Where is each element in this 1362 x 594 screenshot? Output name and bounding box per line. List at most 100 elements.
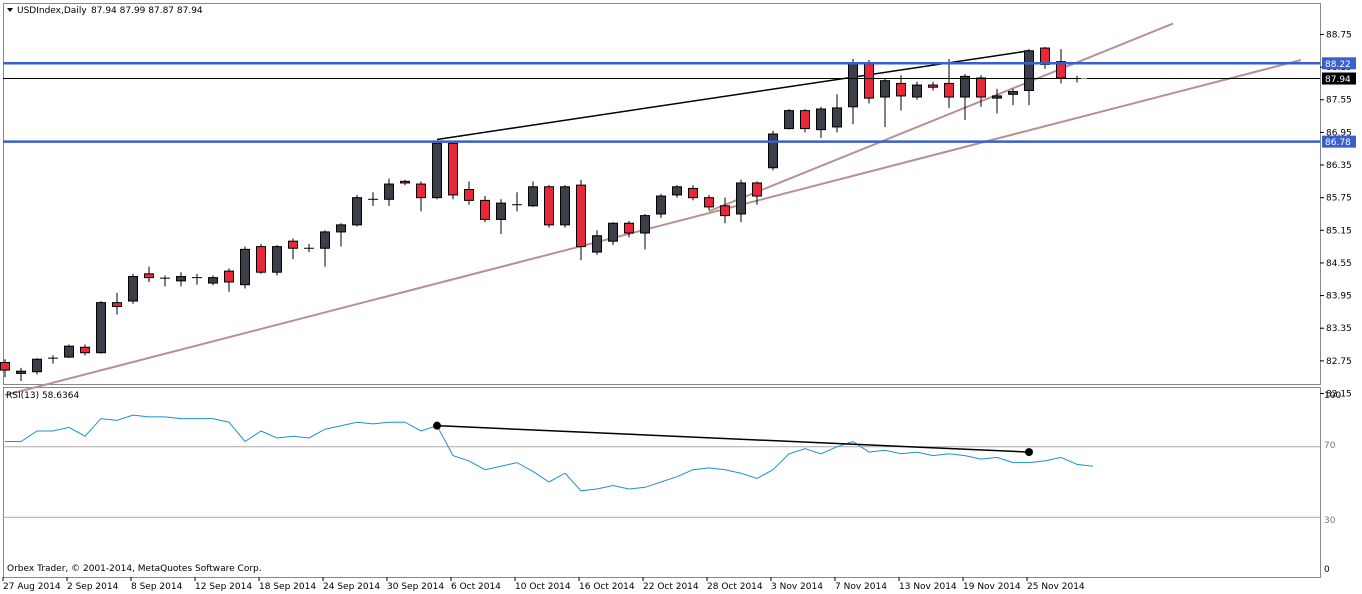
candle: [944, 58, 954, 108]
time-tick-label: 13 Nov 2014: [899, 582, 957, 592]
candle: [960, 74, 970, 120]
candle: [1056, 49, 1066, 84]
candle: [544, 185, 554, 228]
candle: [160, 275, 170, 287]
candle: [432, 141, 442, 200]
candle: [272, 244, 282, 276]
candle: [496, 199, 506, 235]
candle: [736, 179, 746, 223]
candle: [640, 213, 650, 250]
ohlc-label: 87.94 87.99 87.87 87.94: [91, 6, 203, 16]
candle: [48, 355, 58, 364]
candle-body: [400, 180, 410, 184]
copyright-text: Orbex Trader, © 2001-2014, MetaQuotes So…: [7, 564, 262, 574]
candle-body: [768, 133, 778, 169]
candle: [336, 223, 346, 247]
candle-body: [176, 276, 186, 282]
price-tag-text: 88.22: [1325, 60, 1351, 70]
candle-body: [816, 108, 826, 131]
candle: [688, 185, 698, 201]
trendline-3: [708, 22, 1174, 213]
rsi-tick-70: 70: [1324, 441, 1336, 451]
candle: [672, 185, 682, 198]
candle-body: [944, 82, 954, 98]
candle-body: [336, 224, 346, 233]
candle-body: [0, 361, 10, 371]
candle: [928, 81, 938, 91]
price-tag-88.22: 88.22: [1322, 57, 1356, 70]
candle-body: [608, 222, 618, 242]
candle: [464, 181, 474, 205]
candle: [976, 75, 986, 107]
candle: [0, 359, 10, 378]
price-panel-frame: [3, 3, 1321, 385]
candle-body: [576, 184, 586, 248]
candle: [400, 179, 410, 186]
time-tick-label: 2 Sep 2014: [67, 582, 119, 592]
trendlines: [4, 22, 1302, 397]
price-tick-label: 83.35: [1326, 324, 1352, 334]
candle: [240, 246, 250, 289]
candle-body: [1056, 61, 1066, 79]
price-tags: 88.22 86.78 87.94: [1322, 57, 1356, 148]
rsi-tick-0: 0: [1324, 565, 1330, 575]
candle-body: [960, 75, 970, 98]
candle-body: [256, 246, 266, 273]
candle-body: [592, 235, 602, 253]
candle-body: [624, 222, 634, 234]
price-tick-label: 85.75: [1326, 194, 1352, 204]
candle-body: [560, 186, 570, 226]
candle-body: [480, 199, 490, 220]
candle-body: [736, 182, 746, 215]
candle: [1024, 49, 1034, 106]
candle: [96, 301, 106, 354]
candle: [176, 272, 186, 287]
candle: [256, 243, 266, 274]
candle-body: [640, 215, 650, 234]
symbol-label: USDIndex,Daily: [17, 6, 87, 16]
price-tag-text: 87.94: [1325, 75, 1351, 85]
rsi-label: RSI(13) 58.6364: [6, 391, 79, 401]
candle-body: [752, 182, 762, 197]
chart-frames: [3, 3, 1321, 578]
candle-body: [784, 110, 794, 130]
time-tick-label: 3 Nov 2014: [771, 582, 823, 592]
candle-body: [464, 189, 474, 201]
candle-body: [720, 205, 730, 217]
candle: [320, 230, 330, 267]
time-tick-label: 28 Oct 2014: [707, 582, 763, 592]
price-tick-label: 82.15: [1326, 390, 1352, 400]
candle: [144, 266, 154, 282]
candle: [128, 273, 138, 304]
time-axis-ticks: 27 Aug 2014 2 Sep 2014 8 Sep 2014 12 Sep 20…: [2, 577, 1085, 592]
candle: [848, 58, 858, 125]
candle-body: [1008, 91, 1018, 95]
candle: [768, 130, 778, 171]
candle: [576, 179, 586, 261]
price-tick-label: 84.55: [1326, 259, 1352, 269]
candle-body: [80, 346, 90, 354]
time-tick-label: 18 Sep 2014: [259, 582, 316, 592]
candle: [304, 243, 314, 253]
candle: [816, 106, 826, 138]
candle: [992, 88, 1002, 114]
candle: [656, 193, 666, 218]
time-tick-label: 8 Sep 2014: [131, 582, 183, 592]
price-tick-label: 88.75: [1326, 30, 1352, 40]
dropdown-triangle-icon[interactable]: [7, 8, 13, 12]
candle-body: [928, 84, 938, 88]
candle-body: [912, 84, 922, 98]
price-tag-box: [1322, 135, 1356, 148]
candle-body: [32, 358, 42, 373]
candle: [528, 181, 538, 207]
time-tick-label: 30 Sep 2014: [387, 582, 444, 592]
time-tick-label: 25 Nov 2014: [1027, 582, 1085, 592]
time-tick-label: 16 Oct 2014: [579, 582, 635, 592]
time-tick-label: 6 Oct 2014: [451, 582, 501, 592]
candle-body: [352, 197, 362, 226]
rsi-panel-frame: [3, 387, 1321, 578]
candle: [1072, 75, 1082, 83]
candle-body: [96, 302, 106, 354]
candle: [64, 344, 74, 359]
